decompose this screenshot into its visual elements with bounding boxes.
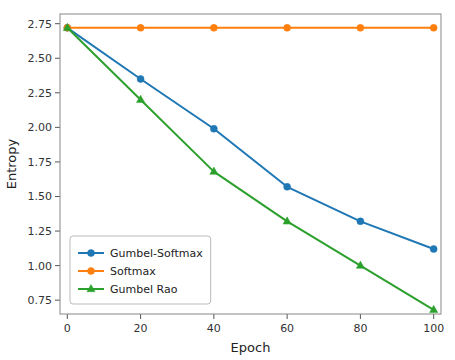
legend-marker: [88, 268, 95, 275]
series: [63, 23, 437, 312]
series-point: [284, 183, 291, 190]
plot-background: [60, 14, 441, 314]
series-point: [430, 24, 437, 31]
x-tick-label: 40: [207, 322, 221, 335]
x-tick: [140, 314, 141, 319]
data-marks: [63, 23, 437, 312]
series-point: [283, 217, 291, 224]
legend-marker: [88, 250, 95, 257]
legend-item: Gumbel Rao: [78, 283, 178, 296]
x-tick-label: 60: [280, 322, 294, 335]
y-tick: [55, 58, 60, 59]
y-tick-label: 2.75: [28, 18, 53, 31]
legend-item: Gumbel-Softmax: [78, 247, 203, 260]
y-tick-label: 2.25: [28, 87, 53, 100]
y-tick: [55, 265, 60, 266]
series-point: [64, 24, 71, 31]
series-point: [63, 23, 71, 30]
series-point: [210, 24, 217, 31]
plot-frame: [60, 14, 441, 314]
y-tick-label: 0.75: [28, 294, 53, 307]
series: [64, 24, 437, 252]
legend-label: Gumbel Rao: [110, 283, 178, 296]
x-tick: [360, 314, 361, 319]
series: [64, 24, 437, 31]
series-line: [67, 28, 433, 310]
series-point: [210, 167, 218, 174]
page: {"chart_data": { "type": "line", "xlabel…: [0, 0, 455, 360]
series-point: [137, 24, 144, 31]
x-tick: [213, 314, 214, 319]
series-point: [357, 218, 364, 225]
legend-label: Softmax: [110, 265, 156, 278]
y-tick-label: 1.25: [28, 225, 53, 238]
y-tick: [55, 300, 60, 301]
y-tick: [55, 196, 60, 197]
y-tick: [55, 23, 60, 24]
x-tick: [67, 314, 68, 319]
legend-label: Gumbel-Softmax: [110, 247, 203, 260]
y-tick: [55, 161, 60, 162]
y-tick-label: 1.00: [28, 260, 53, 273]
x-tick: [433, 314, 434, 319]
y-tick-label: 2.50: [28, 52, 53, 65]
y-axis-label: Entropy: [4, 138, 19, 189]
y-tick: [55, 127, 60, 128]
axes: 0 20 40 60 80 100 0.75 1.00 1.25 1.50 1.75 2.00 2.25…: [28, 18, 445, 335]
series-line: [67, 27, 433, 29]
series-point: [64, 24, 71, 31]
y-tick: [55, 92, 60, 93]
x-tick-label: 80: [353, 322, 367, 335]
y-tick-label: 1.75: [28, 156, 53, 169]
series-point: [356, 261, 364, 268]
series-point: [284, 24, 291, 31]
y-tick: [55, 231, 60, 232]
x-tick-label: 20: [134, 322, 148, 335]
series-point: [137, 75, 144, 82]
x-tick: [287, 314, 288, 319]
series-point: [210, 125, 217, 132]
x-tick-label: 100: [423, 322, 444, 335]
series-point: [137, 95, 145, 102]
series-line: [67, 28, 433, 249]
legend-item: Softmax: [78, 265, 156, 278]
series-point: [357, 24, 364, 31]
y-tick-label: 2.00: [28, 121, 53, 134]
chart: 0 20 40 60 80 100 0.75 1.00 1.25 1.50 1.75 2.00 2.25…: [0, 0, 455, 360]
series-point: [430, 305, 438, 312]
series-point: [430, 246, 437, 253]
legend-box: [70, 236, 211, 304]
x-tick-label: 0: [64, 322, 71, 335]
legend: Gumbel-Softmax Softmax Gumbel Rao: [70, 236, 211, 304]
x-axis-label: Epoch: [231, 340, 271, 355]
legend-marker: [87, 285, 95, 292]
y-tick-label: 1.50: [28, 190, 53, 203]
